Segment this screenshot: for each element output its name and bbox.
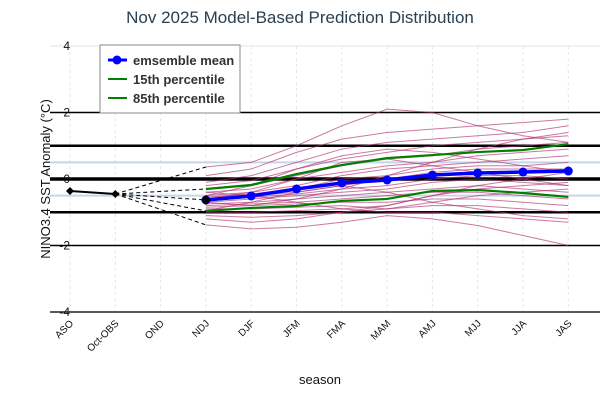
mean-point-mam (382, 175, 392, 185)
legend-p85-label: 85th percentile (133, 91, 225, 106)
legend-p15-label: 15th percentile (133, 72, 225, 87)
ensemble-member-line-24 (205, 185, 569, 220)
chart-title: Nov 2025 Model-Based Prediction Distribu… (126, 8, 474, 27)
x-tick-label: JAS (554, 318, 575, 339)
mean-point-jas (563, 166, 573, 176)
p85-line (205, 142, 569, 191)
x-tick-label: JJA (510, 318, 530, 338)
dashed-connectors (115, 166, 207, 226)
mean-point-fma (337, 178, 347, 188)
dashed-connector-2 (115, 188, 206, 195)
ensemble-member-line-22 (205, 181, 569, 210)
x-tick-label: JFM (281, 318, 303, 340)
x-axis-label: season (299, 372, 341, 387)
x-tick-labels: ASO Oct-OBS OND NDJ DJF JFM FMA MAM AMJ MJJ JJA JAS (53, 318, 574, 354)
mean-point-jja (518, 167, 528, 177)
mean-point-djf (246, 191, 256, 201)
legend-mean-marker (112, 55, 122, 65)
y-axis-label: NINO3.4 SST Anomaly (°C) (38, 99, 53, 259)
observed-point-aso (66, 186, 74, 195)
x-tick-label: NDJ (190, 318, 212, 340)
y-tick-label: 0 (63, 172, 70, 186)
ensemble-member-line-4 (205, 135, 569, 187)
y-tick-label: -4 (59, 305, 70, 319)
x-tick-label: OND (143, 318, 167, 342)
ensemble-member-line-7 (205, 155, 569, 197)
legend: emsemble mean 15th percentile 85th perce… (99, 44, 241, 114)
x-tick-label: Oct-OBS (85, 318, 121, 354)
y-tick-label: 2 (63, 106, 70, 120)
dashed-connector-4 (115, 193, 206, 212)
mean-point-mjj (473, 168, 483, 178)
dashed-connector-1 (115, 166, 207, 195)
observed-point-oct-obs (111, 189, 120, 198)
ensemble-member-line-3 (205, 125, 569, 183)
mean-point-jfm (292, 184, 301, 194)
dashed-connector-5 (115, 193, 207, 226)
ensemble-member-line-16 (205, 208, 569, 223)
reference-lines (50, 111, 600, 247)
y-tick-labels: 4 2 0 -2 -4 (59, 39, 70, 319)
x-tick-label: FMA (325, 318, 348, 341)
ensemble-member-line-14 (205, 198, 569, 208)
ensemble-member-line-19 (205, 215, 569, 246)
ensemble-member-line-6 (205, 148, 569, 193)
y-tick-label: -2 (59, 239, 70, 253)
x-tick-label: MJJ (463, 318, 484, 339)
x-tick-label: AMJ (417, 318, 439, 340)
x-tick-label: DJF (237, 318, 258, 339)
ensemble-member-line-1 (205, 108, 569, 168)
observed-line (69, 189, 116, 195)
p15-line (205, 188, 569, 213)
start-marker-ndj (200, 194, 211, 205)
ensemble-member-line-20 (205, 148, 569, 197)
ensemble-member-line-2 (205, 118, 569, 177)
legend-mean-label: emsemble mean (133, 53, 234, 68)
dashed-connector-3 (115, 193, 206, 201)
ensemble-member-line-10 (205, 175, 569, 202)
series-lines (66, 142, 573, 213)
x-tick-label: MAM (369, 318, 393, 342)
mean-point-amj (427, 170, 437, 180)
x-tick-label: ASO (53, 318, 76, 341)
ensemble-member-line-17 (205, 188, 569, 218)
y-tick-label: 4 (63, 39, 70, 53)
